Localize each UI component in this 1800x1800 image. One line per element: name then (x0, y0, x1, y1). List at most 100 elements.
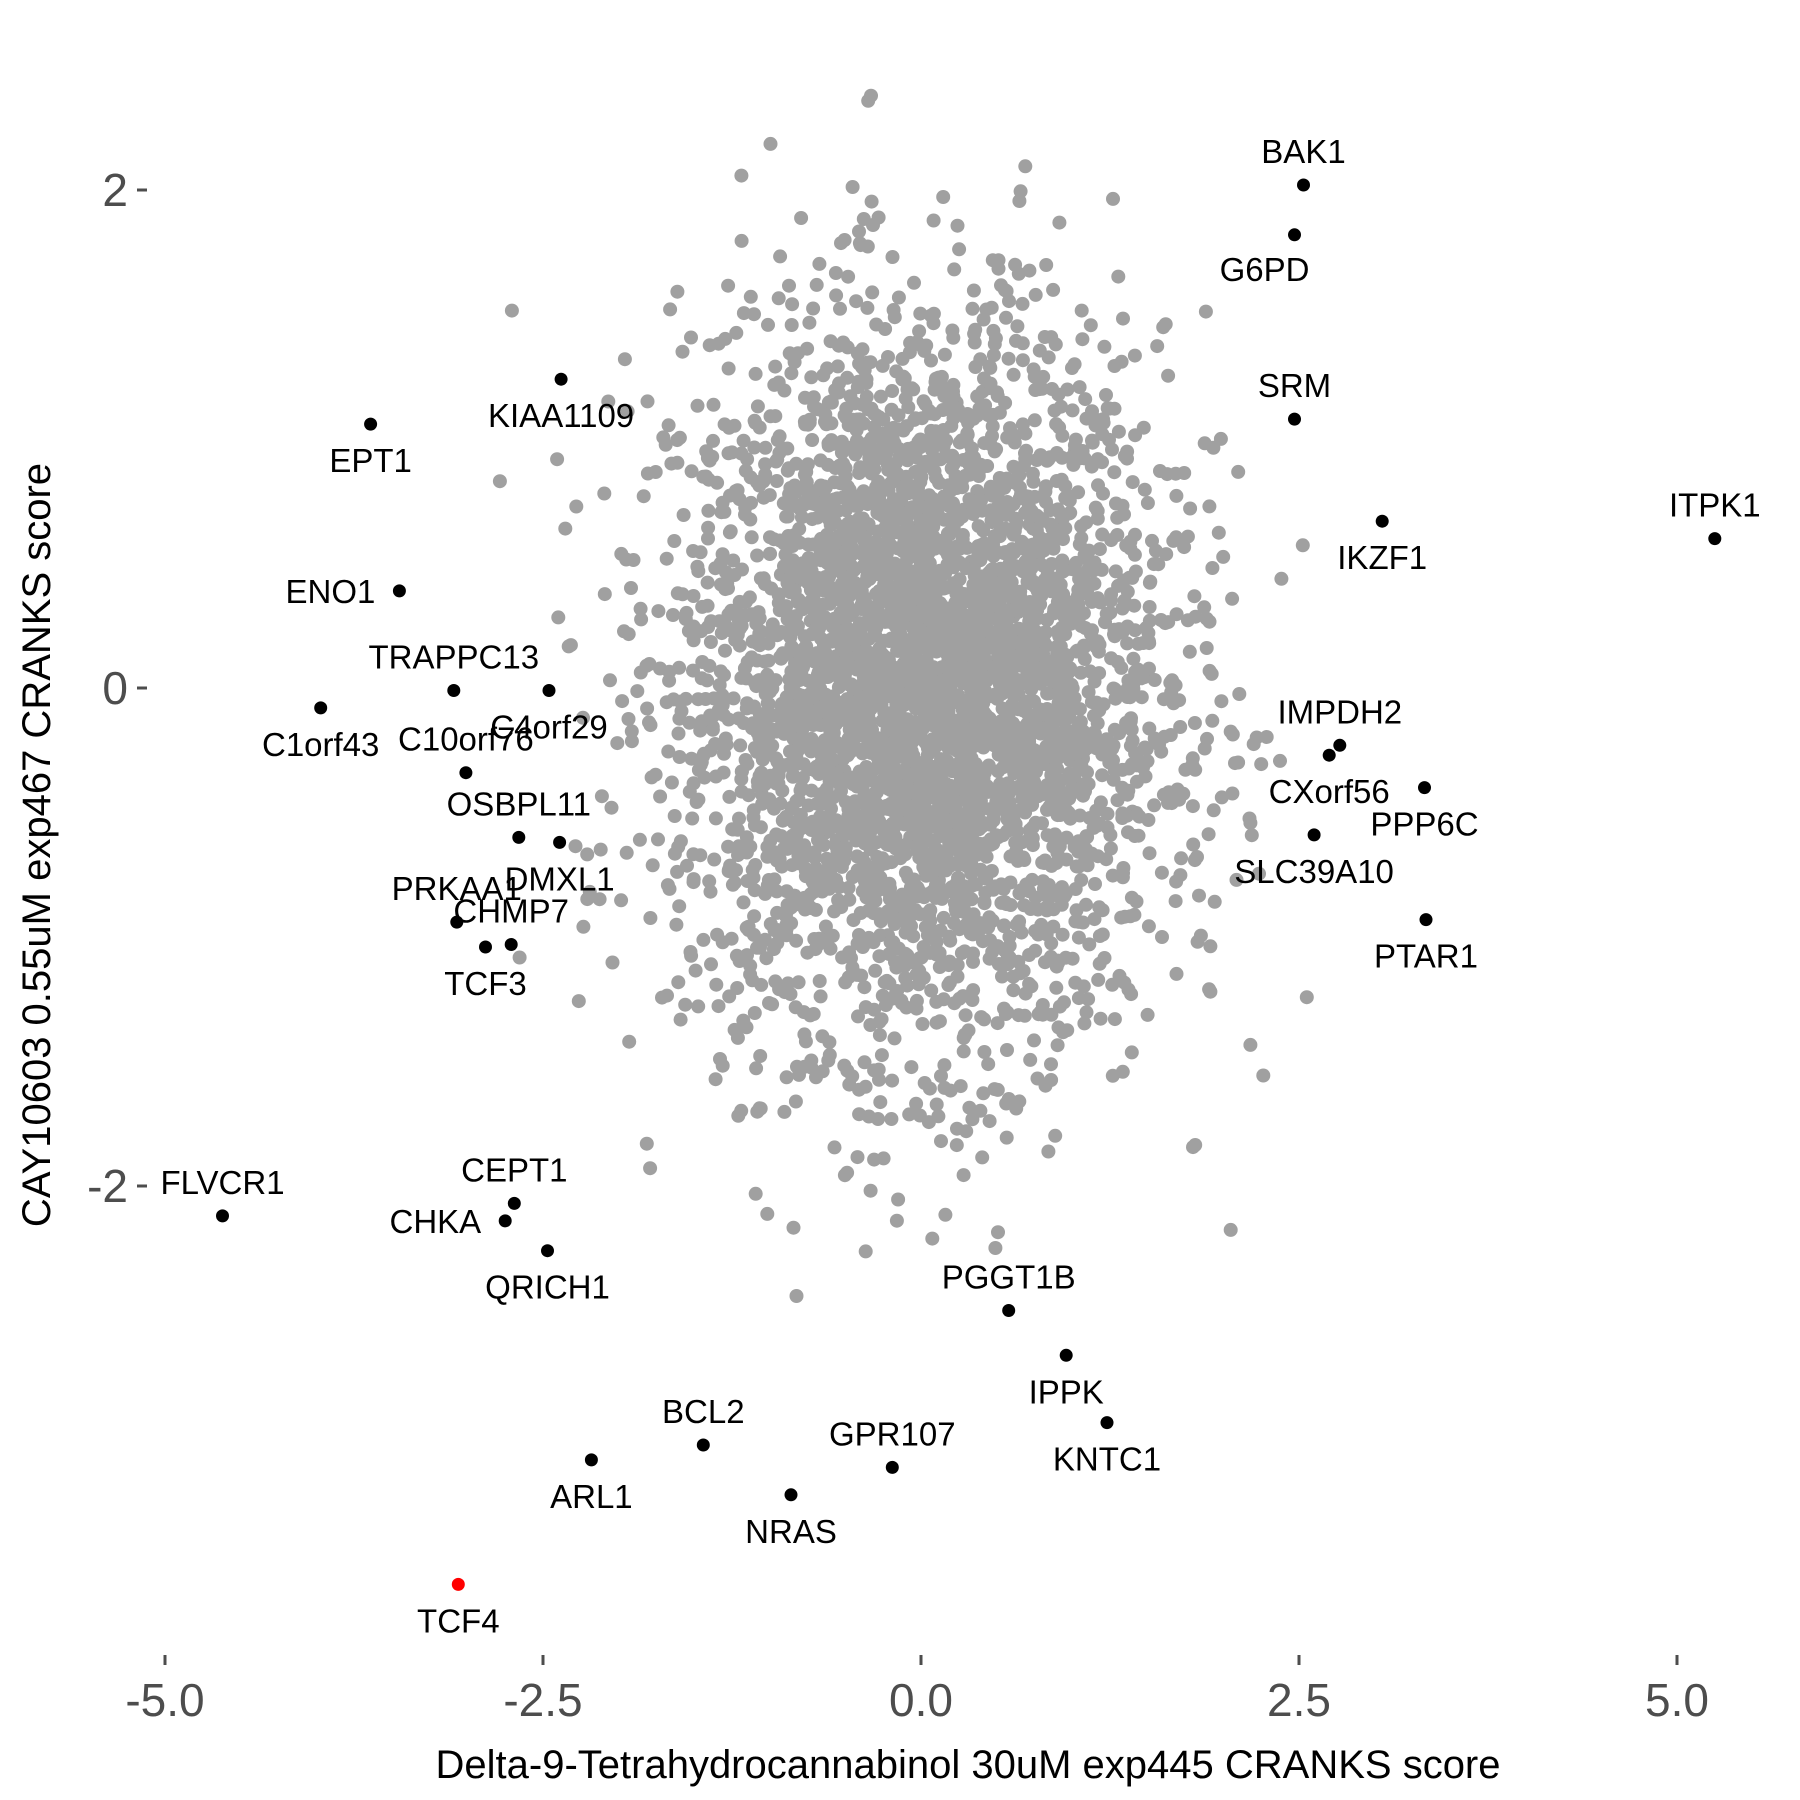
background-point (879, 671, 894, 685)
background-point (972, 820, 987, 835)
gene-label-tcf4: TCF4 (417, 1602, 500, 1639)
background-point (873, 389, 888, 404)
background-point (999, 1130, 1014, 1145)
background-point (1114, 660, 1129, 675)
background-point (1036, 635, 1051, 650)
background-point (772, 852, 787, 867)
background-point (966, 283, 981, 298)
background-point (1006, 367, 1021, 382)
background-point (813, 718, 828, 733)
background-point (686, 847, 701, 862)
background-point (679, 605, 694, 620)
background-point (1036, 874, 1051, 889)
background-point (772, 429, 787, 444)
background-point (1021, 674, 1036, 689)
background-point (926, 519, 941, 534)
background-point (780, 726, 795, 741)
x-tick-label: 0.0 (889, 1674, 953, 1726)
background-point (983, 437, 998, 452)
background-point (1169, 530, 1184, 545)
background-point (1075, 567, 1090, 582)
background-point (718, 643, 732, 658)
background-point (1105, 977, 1120, 992)
point-kntc1 (1100, 1416, 1114, 1430)
background-point (922, 488, 937, 503)
background-point (779, 884, 794, 899)
background-point (788, 1094, 803, 1109)
background-point (908, 806, 923, 821)
background-point (965, 782, 980, 797)
background-point (929, 1097, 944, 1112)
background-point (770, 905, 785, 920)
background-point (797, 838, 812, 853)
background-point (834, 445, 849, 460)
background-point (1079, 735, 1093, 750)
background-point (721, 864, 736, 879)
background-point (719, 737, 734, 752)
background-point (1231, 464, 1246, 479)
background-point (1161, 785, 1176, 800)
background-point (884, 402, 899, 417)
background-point (1017, 853, 1032, 867)
gene-label-dmxl1: DMXL1 (505, 860, 615, 897)
background-point (995, 685, 1010, 700)
background-point (806, 301, 821, 316)
background-point (916, 721, 931, 736)
background-point (937, 347, 952, 362)
background-point (747, 1006, 762, 1020)
background-point (693, 545, 708, 560)
background-point (1205, 561, 1220, 575)
background-point (849, 433, 864, 448)
background-point (656, 430, 671, 445)
background-point (695, 655, 710, 669)
background-point (852, 466, 867, 480)
background-point (887, 1031, 902, 1046)
background-point (740, 874, 755, 888)
background-point (791, 975, 806, 990)
background-point (1068, 914, 1083, 929)
background-point (1147, 798, 1162, 813)
background-point (981, 920, 996, 935)
background-point (980, 673, 995, 688)
background-point (1049, 474, 1064, 488)
background-point (978, 656, 993, 671)
background-point (1013, 657, 1028, 672)
background-point (911, 683, 926, 697)
background-point (1183, 501, 1198, 516)
background-point (907, 443, 922, 458)
background-point (837, 828, 852, 843)
background-point (952, 242, 967, 257)
background-point (859, 389, 874, 404)
background-point (867, 462, 882, 477)
background-point (738, 463, 753, 478)
background-point (1053, 577, 1068, 592)
background-point (718, 331, 733, 346)
background-point (891, 1192, 906, 1207)
background-point (960, 426, 975, 441)
background-point (783, 680, 798, 695)
background-point (857, 980, 872, 995)
background-point (789, 1289, 804, 1303)
background-point (597, 486, 612, 501)
background-point (761, 317, 775, 332)
background-point (1225, 786, 1240, 801)
background-point (643, 1161, 658, 1176)
background-point (736, 433, 751, 448)
background-point (807, 612, 822, 627)
background-point (492, 474, 507, 489)
background-point (1111, 424, 1126, 439)
background-point (999, 508, 1014, 522)
background-point (1022, 831, 1037, 846)
background-point (688, 963, 703, 978)
background-point (1039, 495, 1053, 510)
background-point (875, 647, 890, 662)
background-point (1028, 890, 1043, 905)
background-point (797, 629, 812, 644)
background-point (873, 537, 888, 552)
background-point (1028, 383, 1043, 397)
background-point (801, 798, 816, 813)
background-point (620, 404, 635, 419)
background-point (863, 902, 878, 917)
background-point (1010, 319, 1025, 334)
background-point (934, 891, 949, 906)
